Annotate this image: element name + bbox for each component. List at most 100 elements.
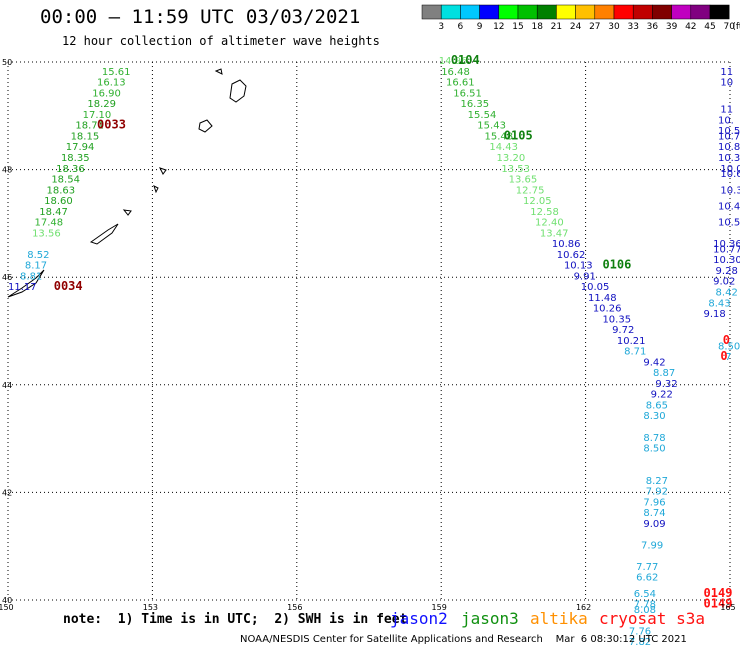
- wave-height-point: 18.29: [87, 99, 116, 110]
- wave-height-point: 6.54: [634, 589, 656, 600]
- wave-height-point: 18.71: [75, 121, 104, 132]
- colorbar-label: 33: [627, 22, 638, 32]
- colorbar-label: 36: [647, 22, 659, 32]
- wave-height-point: 10.: [718, 115, 734, 126]
- colorbar-label: 70: [723, 22, 735, 32]
- wave-height-point: 8.78: [643, 433, 665, 444]
- y-tick-label: 40: [2, 596, 12, 605]
- wave-height-point: 10.8: [718, 142, 740, 153]
- time-annotation: 0149: [704, 597, 733, 611]
- colorbar-label: 21: [551, 22, 562, 32]
- wave-height-point: 8.65: [646, 400, 668, 411]
- colorbar-swatch: [690, 4, 711, 20]
- colorbar-swatch: [479, 4, 500, 20]
- wave-height-point: 9.22: [651, 390, 673, 401]
- wave-height-point: 18.35: [61, 153, 90, 164]
- wave-height-point: 7.77: [636, 562, 658, 573]
- wave-height-point: 9.18: [704, 309, 726, 320]
- wave-height-point: 10.69: [720, 169, 740, 180]
- coastline-island: [198, 119, 213, 133]
- wave-height-point: 8.87: [653, 368, 675, 379]
- wave-height-point: 10.26: [593, 304, 622, 315]
- wave-height-point: 9.02: [713, 277, 735, 288]
- axis-ticks: 150 153 156 159 162 165 40 42 44 46 48 50: [0, 58, 736, 612]
- wave-height-point: 10.35: [602, 314, 631, 325]
- time-annotation: 0033: [97, 118, 126, 132]
- x-tick-label: 153: [143, 603, 158, 612]
- wave-height-point: 9.72: [612, 325, 634, 336]
- wave-height-point: 7.76: [629, 626, 651, 637]
- colorbar-swatch: [498, 4, 519, 20]
- colorbar-swatch: [556, 4, 576, 20]
- wave-height-point: 15.54: [468, 110, 497, 121]
- wave-height-point: 13.53: [501, 164, 530, 175]
- colorbar-label: 24: [570, 22, 582, 32]
- time-annotation: 0: [723, 333, 730, 347]
- satellite-legend-jason3: jason3: [461, 609, 519, 628]
- wave-height-point: 7.99: [641, 540, 663, 551]
- wave-height-point: 14.96: [439, 56, 468, 67]
- wave-height-point: 11.48: [588, 293, 617, 304]
- wave-height-point: 8.52: [27, 250, 49, 261]
- footer-note: note: 1) Time is in UTC; 2) SWH is in fe…: [63, 612, 408, 627]
- wave-height-point: 9.09: [643, 519, 665, 530]
- coastline-island: [214, 68, 223, 75]
- wave-height-point: 11: [720, 105, 733, 116]
- wave-height-point: 11: [720, 67, 733, 78]
- wave-height-point: 10.36: [713, 239, 740, 250]
- wave-height-point: 10.77: [713, 244, 740, 255]
- wave-height-point: 7.82: [629, 637, 651, 648]
- wave-height-point: 10.36: [720, 185, 740, 196]
- wave-height-point: 10.05: [581, 282, 610, 293]
- wave-height-point: 15.43: [477, 121, 506, 132]
- satellite-legend-altika: altika: [530, 609, 588, 628]
- wave-height-point: 8.42: [716, 287, 738, 298]
- y-tick-label: 44: [2, 381, 12, 390]
- colorbar-label: 18: [531, 22, 543, 32]
- colorbar-swatch: [709, 4, 730, 20]
- wave-height-point: 7.78: [634, 600, 656, 611]
- x-tick-label: 162: [576, 603, 591, 612]
- y-tick-label: 50: [2, 58, 12, 67]
- wave-height-point: 13.65: [509, 175, 538, 186]
- time-annotation: 0149: [704, 586, 733, 600]
- wave-height-point: 8.50: [643, 444, 665, 455]
- wave-height-point: 16.13: [97, 78, 126, 89]
- wave-height-point: 16.90: [92, 88, 121, 99]
- wave-height-point: 12.58: [530, 207, 559, 218]
- wave-height-point: 8.30: [643, 411, 665, 422]
- wave-height-point: 14.43: [489, 142, 518, 153]
- wave-height-point: 9.42: [643, 357, 665, 368]
- wave-height-point: 8.17: [25, 261, 47, 272]
- colorbar-label: 45: [704, 22, 715, 32]
- coastline-island: [122, 209, 132, 216]
- wave-height-point: 18.60: [44, 196, 73, 207]
- wave-height-point: 7: [725, 352, 731, 363]
- wave-height-point: 10: [720, 78, 733, 89]
- wave-height-point: 13.56: [32, 228, 61, 239]
- wave-height-point: 17.94: [66, 142, 95, 153]
- wave-height-point: 10.49: [718, 201, 740, 212]
- wave-height-point: 10.13: [564, 261, 593, 272]
- colorbar-label: 27: [589, 22, 600, 32]
- time-annotation: 0: [720, 349, 727, 363]
- wave-height-point: 16.48: [441, 67, 470, 78]
- colorbar-swatch: [440, 4, 461, 20]
- y-tick-label: 42: [2, 488, 12, 497]
- wave-height-point: 11.17: [8, 282, 37, 293]
- wave-height-point: 16.51: [453, 88, 482, 99]
- wave-height-point: 17.10: [83, 110, 112, 121]
- wave-height-point: 8.50: [718, 341, 740, 352]
- colorbar-swatch: [536, 4, 557, 20]
- wave-height-point: 10.30: [713, 255, 740, 266]
- wave-height-point: 15.48: [485, 131, 514, 142]
- x-tick-label: 165: [720, 603, 735, 612]
- y-tick-label: 48: [2, 166, 12, 175]
- wave-height-point: 10.21: [617, 336, 646, 347]
- wave-height-point: 9.91: [574, 271, 596, 282]
- time-annotation: 0104: [451, 53, 480, 67]
- colorbar-swatch: [652, 4, 672, 20]
- colorbar-label: 9: [477, 22, 483, 32]
- wave-height-point: 8.43: [708, 298, 730, 309]
